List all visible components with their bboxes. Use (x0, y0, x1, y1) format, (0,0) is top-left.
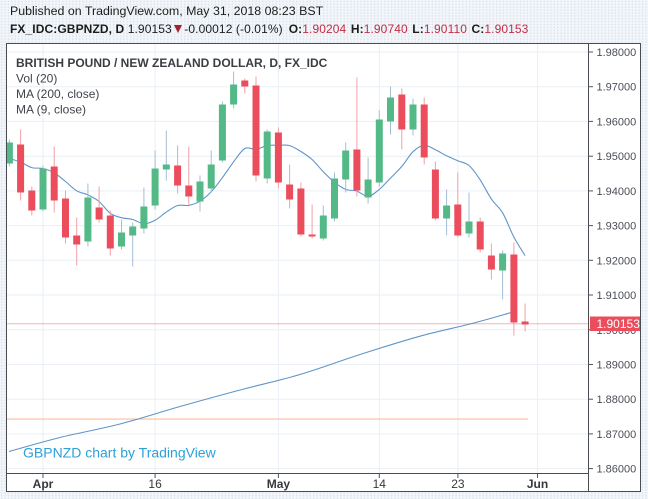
svg-text:1.89000: 1.89000 (597, 359, 637, 371)
svg-text:1.91000: 1.91000 (597, 290, 637, 302)
svg-text:1.90153: 1.90153 (597, 317, 641, 331)
svg-text:GBPNZD chart by TradingView: GBPNZD chart by TradingView (23, 444, 217, 460)
svg-text:Vol (20): Vol (20) (16, 71, 57, 85)
svg-text:1.94000: 1.94000 (597, 185, 637, 197)
svg-text:1.88000: 1.88000 (597, 394, 637, 406)
svg-text:Jun: Jun (527, 477, 548, 491)
svg-text:1.86000: 1.86000 (597, 463, 637, 475)
svg-text:May: May (267, 477, 291, 491)
svg-text:1.87000: 1.87000 (597, 428, 637, 440)
svg-text:1.93000: 1.93000 (597, 220, 637, 232)
svg-text:1.95000: 1.95000 (597, 151, 637, 163)
svg-text:MA (200, close): MA (200, close) (16, 87, 99, 101)
svg-text:1.96000: 1.96000 (597, 116, 637, 128)
svg-text:BRITISH POUND / NEW ZEALAND DO: BRITISH POUND / NEW ZEALAND DOLLAR, D, F… (16, 56, 328, 70)
svg-text:1.92000: 1.92000 (597, 255, 637, 267)
svg-text:16: 16 (148, 477, 162, 491)
svg-text:MA (9, close): MA (9, close) (16, 102, 86, 116)
svg-text:Apr: Apr (33, 477, 54, 491)
svg-text:1.97000: 1.97000 (597, 81, 637, 93)
svg-text:23: 23 (451, 477, 465, 491)
svg-text:1.98000: 1.98000 (597, 47, 637, 59)
svg-text:14: 14 (373, 477, 387, 491)
